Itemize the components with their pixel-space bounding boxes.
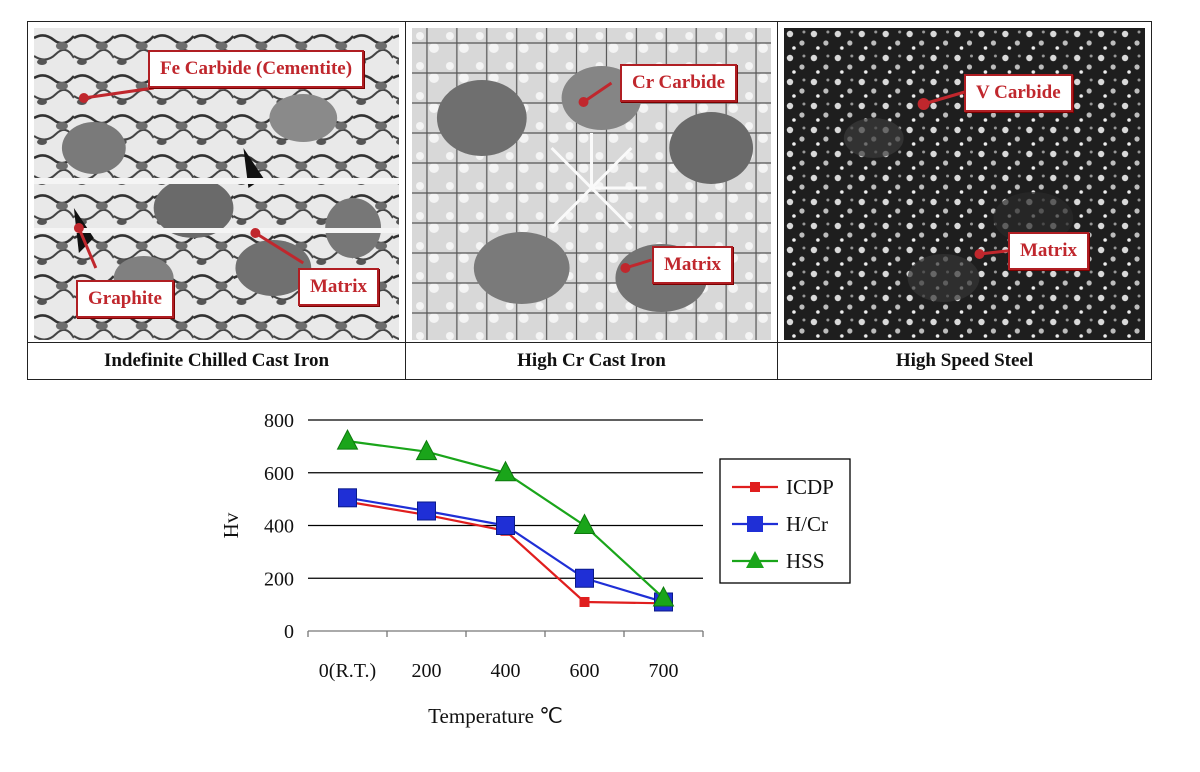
point-h-cr-3 [575, 568, 594, 588]
point-hss-0 [336, 429, 359, 450]
y-axis-title: Hv [219, 512, 243, 538]
y-tick-label-200: 200 [264, 568, 294, 590]
point-hss-2 [494, 460, 517, 482]
x-tick-label-0: 0(R.T.) [319, 660, 376, 682]
point-hss-3 [573, 513, 596, 534]
panel-high-cr-cast-iron: Cr Carbide Matrix High Cr Cast Iron [406, 22, 778, 379]
micrograph-panels: Fe Carbide (Cementite) Graphite Matrix I… [27, 21, 1152, 380]
x-tick-label-4: 700 [649, 660, 679, 682]
legend-marker-0 [750, 482, 760, 492]
axes: 0 200 400 600 800 0(R.T.) 200 400 600 700 [264, 410, 704, 682]
legend-marker-1 [747, 516, 763, 532]
caption-high-cr-cast-iron: High Cr Cast Iron [406, 342, 777, 379]
point-h-cr-1 [417, 501, 436, 521]
label-cr-carbide: Cr Carbide [620, 64, 738, 102]
label-v-carbide: V Carbide [964, 74, 1073, 112]
y-tick-label-600: 600 [264, 463, 294, 485]
point-h-cr-2 [496, 516, 515, 535]
label-graphite: Graphite [76, 280, 174, 318]
panel-high-speed-steel: V Carbide Matrix High Speed Steel [778, 22, 1151, 379]
caption-chilled-cast-iron: Indefinite Chilled Cast Iron [28, 342, 405, 379]
legend-marker-2 [746, 551, 764, 568]
x-tick-label-3: 600 [570, 660, 600, 682]
legend-label-icdp: ICDP [786, 475, 834, 499]
y-tick-label-800: 800 [264, 410, 294, 432]
legend-box [719, 458, 851, 584]
label-fe-carbide: Fe Carbide (Cementite) [148, 50, 365, 88]
series-group [336, 429, 675, 612]
label-matrix-2: Matrix [652, 246, 733, 284]
label-matrix-1: Matrix [298, 268, 379, 306]
point-hss-4 [652, 585, 675, 607]
x-tick-label-1: 200 [412, 660, 442, 682]
panel-chilled-cast-iron: Fe Carbide (Cementite) Graphite Matrix I… [28, 22, 406, 379]
point-hss-1 [415, 439, 438, 461]
legend-label-hss: HSS [786, 549, 825, 573]
caption-high-speed-steel: High Speed Steel [778, 342, 1151, 379]
y-tick-label-400: 400 [264, 516, 294, 538]
legend-label-h-cr: H/Cr [786, 512, 828, 536]
point-icdp-3 [579, 596, 590, 607]
legend: ICDP H/Cr HSS [719, 458, 851, 584]
label-matrix-3: Matrix [1008, 232, 1089, 270]
x-tick-label-2: 400 [491, 660, 521, 682]
hardness-temperature-chart: 0 200 400 600 800 0(R.T.) 200 400 600 700 ICDP H/C… [200, 395, 860, 745]
series-line-h-cr [347, 496, 664, 604]
point-h-cr-0 [338, 488, 357, 508]
x-axis-title: Temperature ℃ [428, 704, 563, 728]
y-tick-label-0: 0 [284, 621, 294, 643]
chart-svg: 0 200 400 600 800 0(R.T.) 200 400 600 700 ICDP H/C… [219, 410, 851, 728]
